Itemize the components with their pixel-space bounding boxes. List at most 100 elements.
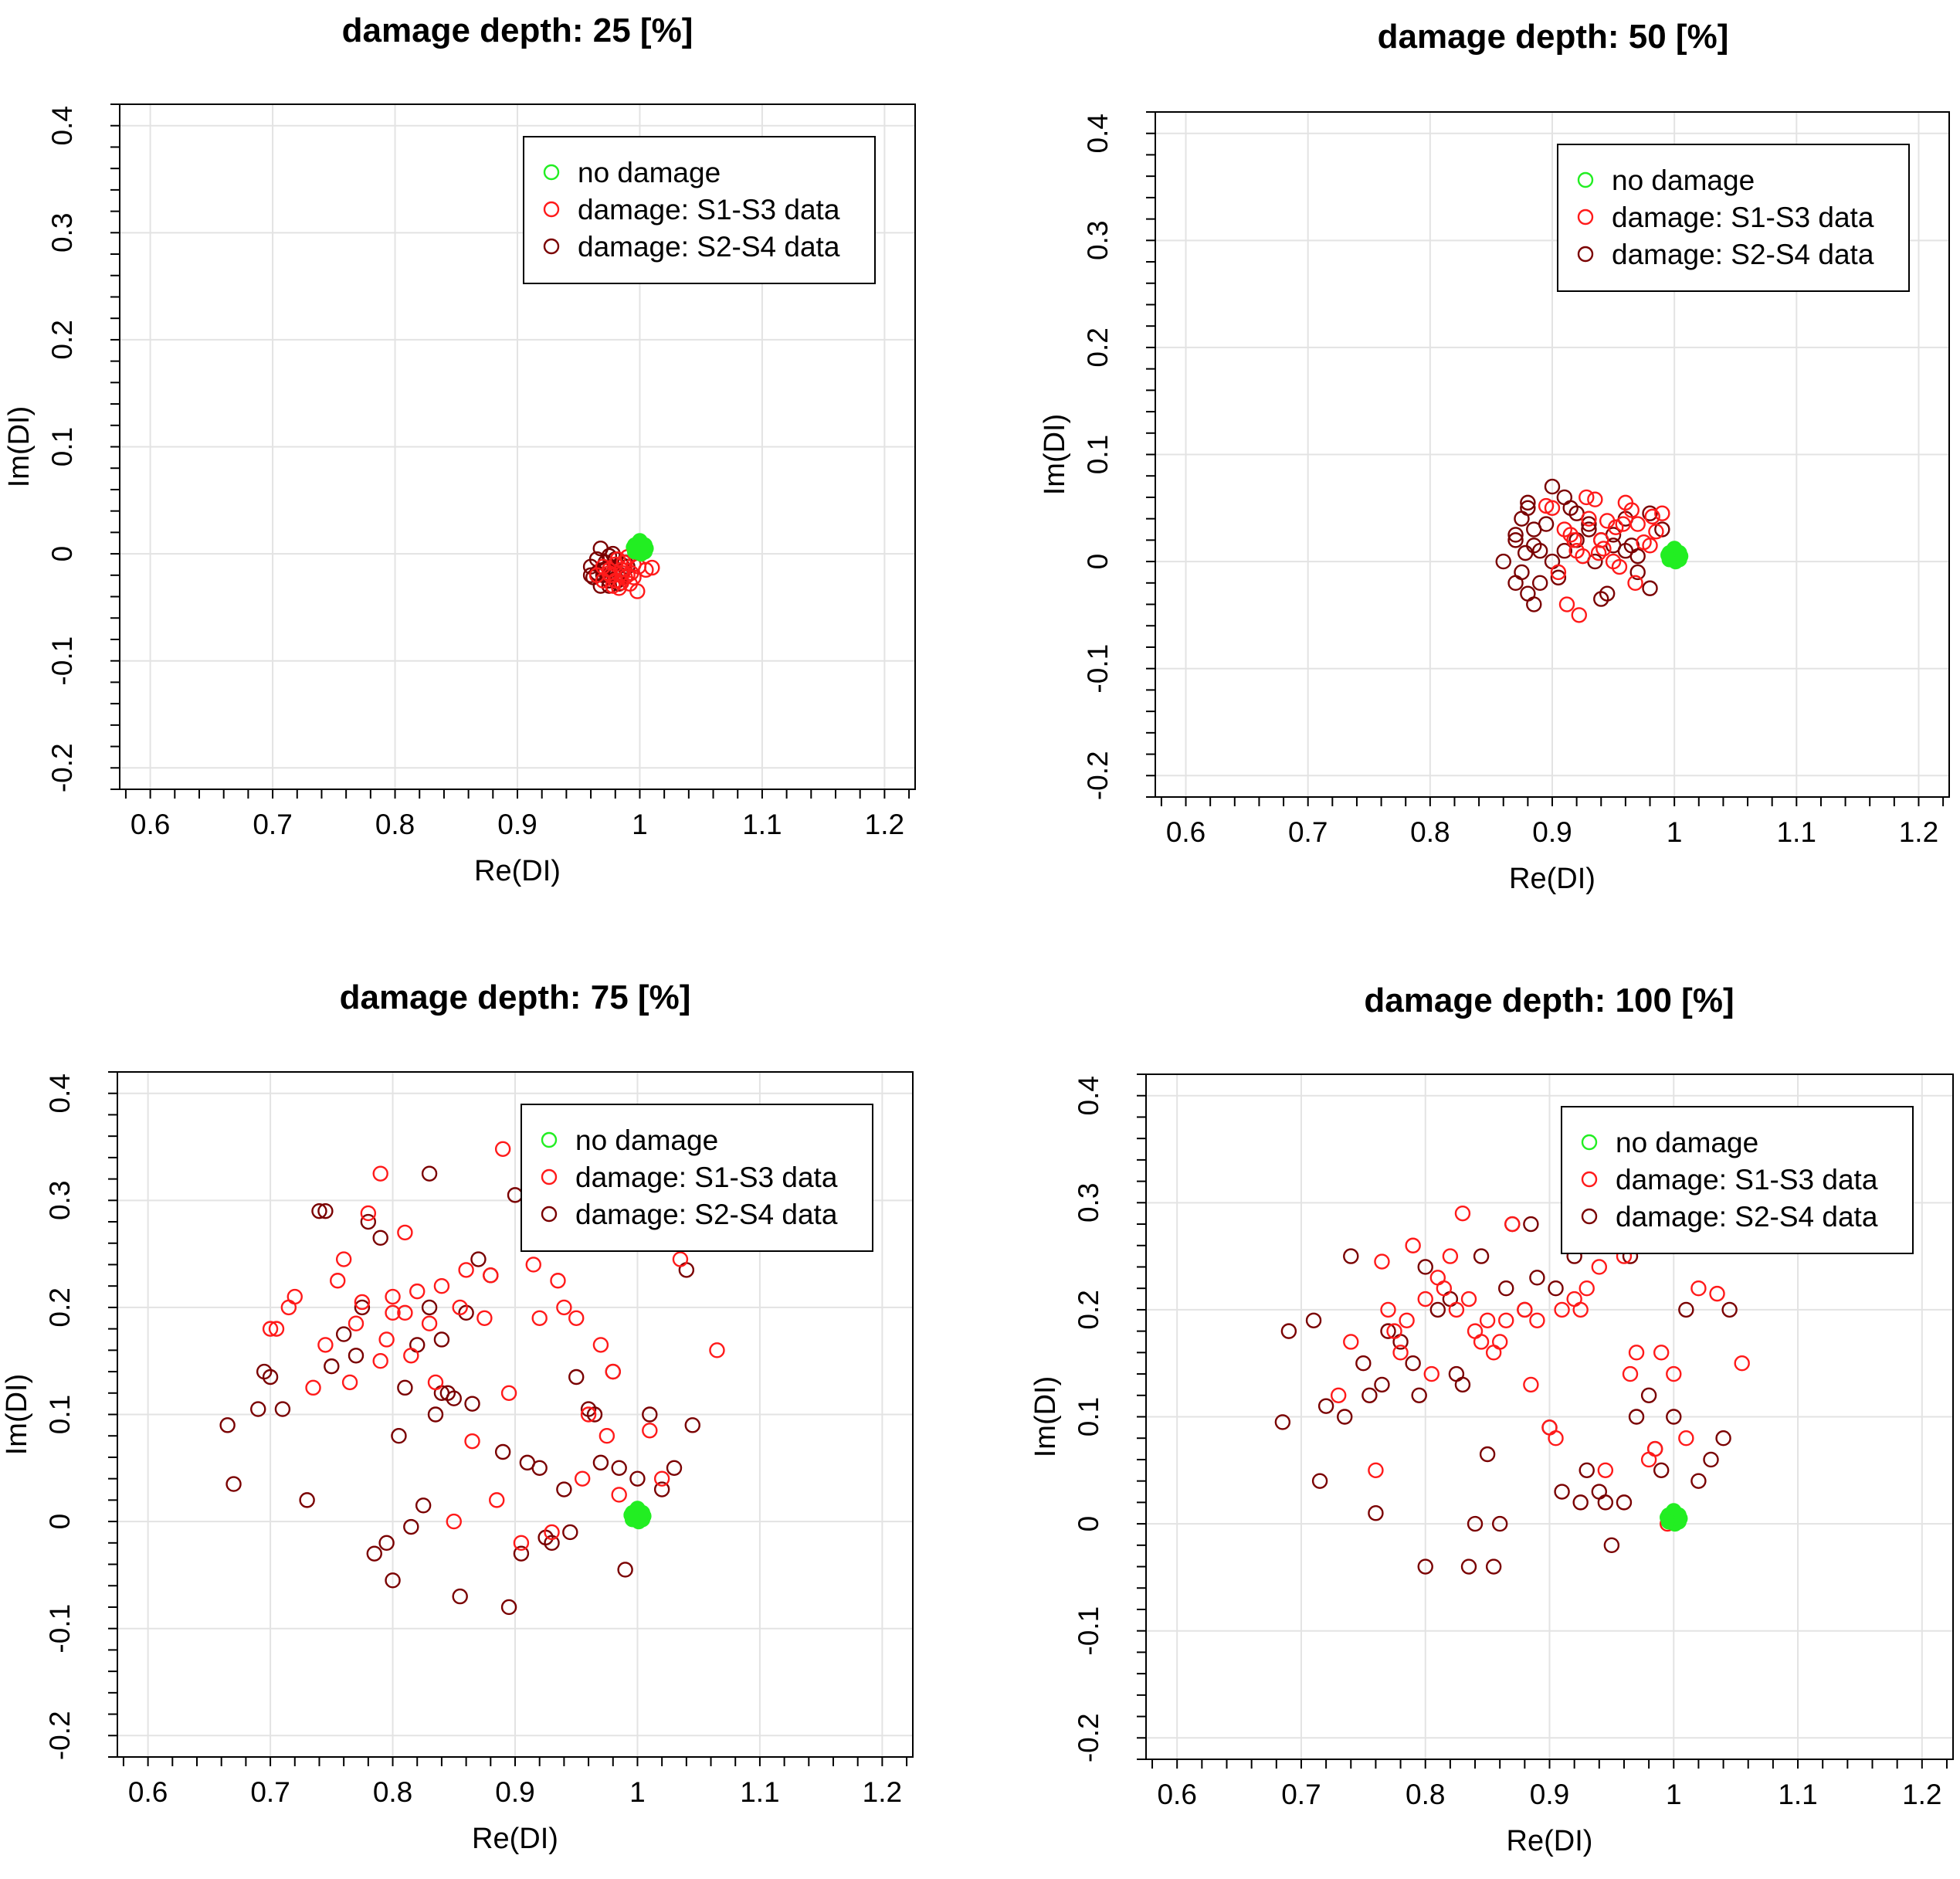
- data-point: [525, 1257, 541, 1273]
- y-axis-label: Im(DI): [1039, 414, 1071, 496]
- data-point: [1523, 1376, 1539, 1393]
- x-tick-label: 1.1: [1778, 1779, 1817, 1810]
- data-point: [341, 1374, 358, 1391]
- data-point: [250, 1401, 266, 1417]
- x-tick-label: 0.7: [253, 809, 292, 840]
- data-point: [1368, 1462, 1384, 1478]
- data-point: [1653, 1345, 1670, 1361]
- data-point: [1448, 1301, 1465, 1318]
- x-tick-label: 0.8: [375, 809, 415, 840]
- y-axis-label: Im(DI): [3, 406, 36, 488]
- data-point: [1593, 532, 1609, 548]
- data-point: [262, 1369, 279, 1386]
- minor-ticks: [1146, 111, 1945, 806]
- y-tick-label: 0.1: [44, 1395, 76, 1434]
- data-point: [1520, 585, 1536, 602]
- data-point: [611, 1487, 627, 1503]
- data-point: [629, 1470, 646, 1487]
- x-tick-label: 0.9: [497, 809, 537, 840]
- data-point: [1622, 1365, 1639, 1382]
- data-point: [1479, 1312, 1496, 1328]
- data-point: [1343, 1248, 1359, 1264]
- data-point: [1721, 1301, 1738, 1318]
- data-point: [1644, 508, 1660, 525]
- data-point: [1654, 505, 1670, 521]
- data-point: [1579, 489, 1595, 506]
- data-point: [709, 1342, 725, 1358]
- data-point: [574, 1470, 591, 1487]
- y-tick-label: 0.3: [46, 213, 78, 253]
- legend: no damage damage: S1-S3 data damage: S2-S4…: [1561, 1106, 1914, 1254]
- y-tick-label: 0.4: [1082, 114, 1114, 153]
- data-point: [1280, 1323, 1297, 1339]
- data-point: [1442, 1291, 1459, 1307]
- data-point: [403, 1348, 419, 1364]
- x-tick-label: 0.6: [1166, 816, 1206, 848]
- data-point: [1661, 551, 1678, 568]
- series-0: [623, 1501, 652, 1530]
- data-point: [1417, 1259, 1433, 1275]
- y-tick-label: -0.1: [1082, 644, 1114, 694]
- data-point: [1460, 1291, 1477, 1307]
- data-point: [446, 1513, 462, 1530]
- data-point: [317, 1337, 334, 1353]
- data-point: [1550, 569, 1567, 586]
- legend-marker: [1577, 171, 1594, 188]
- y-tick-label: 0.3: [1082, 221, 1114, 260]
- data-point: [1544, 478, 1561, 495]
- chart-title: damage depth: 100 [%]: [1364, 982, 1734, 1019]
- data-point: [452, 1588, 468, 1605]
- legend-box: [523, 136, 876, 284]
- data-point: [1473, 1334, 1490, 1350]
- data-point: [360, 1205, 377, 1222]
- data-point: [385, 1304, 401, 1321]
- data-point: [1554, 1484, 1570, 1500]
- data-point: [1581, 516, 1597, 532]
- legend-marker: [543, 201, 560, 218]
- y-tick-label: 0.2: [44, 1287, 76, 1327]
- data-point: [1517, 1301, 1533, 1318]
- data-point: [1337, 1409, 1353, 1425]
- data-point: [494, 1443, 511, 1460]
- data-point: [330, 1273, 346, 1289]
- data-point: [1597, 1494, 1614, 1511]
- x-axis-label: Re(DI): [1509, 863, 1595, 895]
- data-point: [1595, 541, 1612, 557]
- data-point: [1590, 544, 1607, 561]
- chart-panel-100: damage depth: 100 [%] 0.6 0.7 0.8 0.9 1 1.1 1.2…: [980, 939, 1960, 1879]
- data-point: [452, 1299, 468, 1316]
- data-point: [305, 1379, 321, 1396]
- data-point: [372, 1229, 388, 1246]
- data-point: [1629, 564, 1646, 581]
- data-point: [427, 1406, 444, 1423]
- x-tick-label: 0.9: [495, 1776, 534, 1808]
- legend-marker: [1581, 1208, 1598, 1225]
- legend-marker: [543, 164, 560, 181]
- data-point: [1562, 500, 1579, 516]
- legend-label: damage: S1-S3 data: [578, 194, 840, 226]
- data-point: [1504, 1216, 1521, 1233]
- data-point: [372, 1165, 388, 1182]
- data-point: [1374, 1376, 1390, 1393]
- data-point: [1526, 596, 1542, 612]
- data-point: [476, 1310, 493, 1326]
- data-point: [1399, 1312, 1415, 1328]
- data-point: [1479, 1446, 1496, 1463]
- data-point: [409, 1337, 426, 1353]
- legend: no damage damage: S1-S3 data damage: S2-S4…: [1557, 144, 1910, 292]
- data-point: [1411, 1387, 1427, 1403]
- data-point: [280, 1299, 297, 1316]
- data-point: [599, 1428, 615, 1444]
- data-point: [1579, 1280, 1595, 1297]
- data-point: [262, 1321, 279, 1337]
- legend-label: no damage: [575, 1124, 718, 1156]
- data-point: [666, 1460, 683, 1476]
- data-point: [1615, 516, 1631, 532]
- y-tick-label: 0.4: [46, 106, 78, 145]
- x-tick-label: 1.2: [865, 809, 904, 840]
- legend-label: no damage: [578, 157, 721, 188]
- data-point: [378, 1535, 395, 1552]
- data-point: [439, 1385, 456, 1401]
- legend: no damage damage: S1-S3 data damage: S2-S4…: [523, 136, 876, 284]
- data-point: [1597, 1462, 1614, 1478]
